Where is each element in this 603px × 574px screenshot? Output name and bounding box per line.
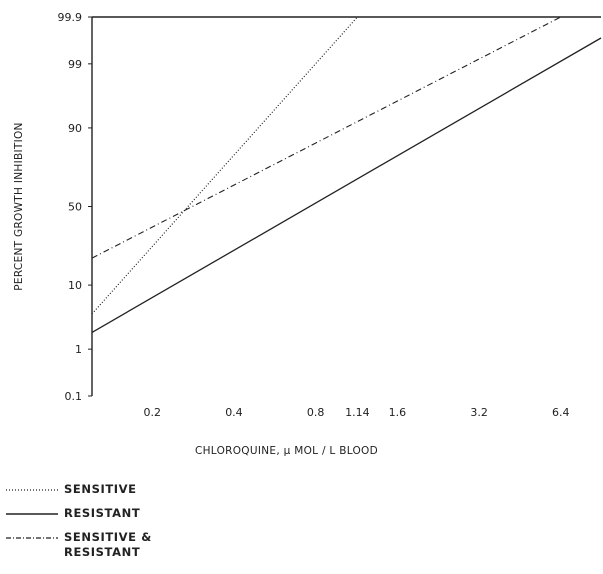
- legend-label: SENSITIVE &: [64, 530, 152, 544]
- legend: SENSITIVE RESISTANT SENSITIVE & RESISTAN…: [6, 482, 246, 559]
- legend-label-line2: RESISTANT: [64, 545, 141, 559]
- series-line-dashdot: [91, 16, 562, 259]
- y-axis-label: PERCENT GROWTH INHIBITION: [13, 122, 25, 290]
- legend-swatch-dotted: [6, 489, 58, 491]
- legend-item-sensitive: SENSITIVE: [6, 482, 246, 506]
- x-tick-label: 0.2: [143, 406, 161, 419]
- x-tick-label: 6.4: [552, 406, 570, 419]
- y-tick-label: 50: [68, 201, 82, 214]
- y-tick-label: 99.9: [58, 11, 83, 24]
- x-tick-label: 1.14: [345, 406, 370, 419]
- x-axis-label: CHLOROQUINE, μ MOL / L BLOOD: [195, 445, 378, 457]
- chart: 0.1 1 10 50 90 99 99.9 0.2 0.4 0.8 1.14 1.6 3.2 6.4 PE…: [13, 11, 602, 457]
- series-line-solid: [91, 37, 602, 333]
- legend-label: SENSITIVE: [64, 482, 137, 496]
- legend-swatch-solid: [6, 513, 58, 515]
- legend-label: RESISTANT: [64, 506, 141, 520]
- x-tick-label: 0.8: [307, 406, 325, 419]
- legend-swatch-dashdot: [6, 537, 58, 539]
- y-tick-label: 10: [68, 279, 82, 292]
- x-tick-label: 1.6: [389, 406, 407, 419]
- y-tick-label: 1: [75, 343, 82, 356]
- series-line-dotted: [91, 16, 358, 315]
- x-tick-label: 0.4: [225, 406, 243, 419]
- legend-item-sensitive-resistant: SENSITIVE & RESISTANT: [6, 530, 246, 559]
- y-tick-label: 99: [68, 58, 82, 71]
- y-tick-label: 0.1: [65, 390, 83, 403]
- legend-item-resistant: RESISTANT: [6, 506, 246, 530]
- y-tick-label: 90: [68, 122, 82, 135]
- x-tick-label: 3.2: [470, 406, 488, 419]
